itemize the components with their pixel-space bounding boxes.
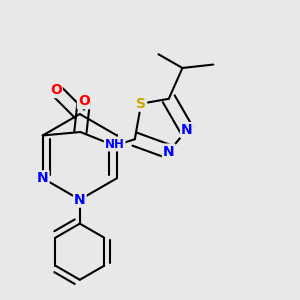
Text: S: S (136, 97, 146, 111)
Text: N: N (163, 145, 175, 159)
Text: N: N (181, 123, 193, 137)
Text: O: O (78, 94, 90, 108)
Text: N: N (37, 171, 49, 185)
Text: O: O (50, 83, 62, 97)
Text: N: N (74, 193, 85, 207)
Text: NH: NH (105, 137, 124, 151)
